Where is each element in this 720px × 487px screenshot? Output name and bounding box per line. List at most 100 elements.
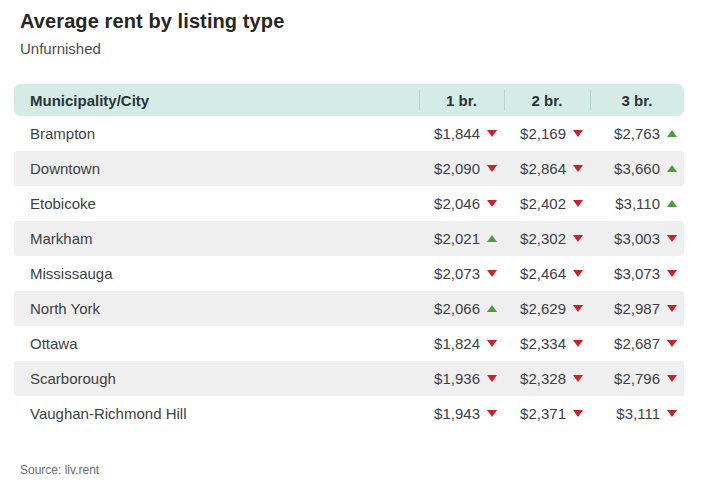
price-cell-2br: $2,169 <box>504 125 590 142</box>
price-value: $3,003 <box>614 230 660 247</box>
trend-down-icon <box>487 200 497 207</box>
price-value: $2,021 <box>434 230 480 247</box>
price-value: $2,090 <box>434 160 480 177</box>
trend-down-icon <box>487 340 497 347</box>
page-title: Average rent by listing type <box>20 10 700 33</box>
price-cell-3br: $2,796 <box>590 370 684 387</box>
table-row: Mississauga $2,073 $2,464 $3,073 <box>14 256 684 291</box>
price-cell-3br: $3,110 <box>590 195 684 212</box>
price-value: $3,660 <box>614 160 660 177</box>
price-cell-3br: $3,660 <box>590 160 684 177</box>
column-header-3br: 3 br. <box>590 84 684 116</box>
price-value: $1,844 <box>434 125 480 142</box>
price-value: $1,936 <box>434 370 480 387</box>
city-cell: Markham <box>14 230 419 247</box>
city-cell: Ottawa <box>14 335 419 352</box>
rent-table-graphic: Average rent by listing type Unfurnished… <box>0 10 720 487</box>
column-header-municipality: Municipality/City <box>14 92 419 109</box>
trend-down-icon <box>573 410 583 417</box>
price-value: $2,073 <box>434 265 480 282</box>
trend-down-icon <box>573 375 583 382</box>
table-row: Brampton $1,844 $2,169 $2,763 <box>14 116 684 151</box>
source-note: Source: liv.rent <box>20 463 99 477</box>
price-value: $2,334 <box>520 335 566 352</box>
trend-down-icon <box>573 305 583 312</box>
table-header-row: Municipality/City 1 br. 2 br. 3 br. <box>14 84 684 116</box>
price-value: $2,629 <box>520 300 566 317</box>
city-cell: Scarborough <box>14 370 419 387</box>
city-cell: Brampton <box>14 125 419 142</box>
table-row: Ottawa $1,824 $2,334 $2,687 <box>14 326 684 361</box>
price-cell-2br: $2,371 <box>504 405 590 422</box>
price-value: $2,169 <box>520 125 566 142</box>
price-value: $2,864 <box>520 160 566 177</box>
price-value: $2,066 <box>434 300 480 317</box>
price-value: $3,111 <box>616 405 660 422</box>
price-value: $2,687 <box>614 335 660 352</box>
trend-down-icon <box>667 410 677 417</box>
price-value: $2,371 <box>520 405 566 422</box>
trend-up-icon <box>667 200 677 207</box>
price-cell-3br: $3,073 <box>590 265 684 282</box>
price-cell-1br: $1,824 <box>419 335 504 352</box>
table-row: Downtown $2,090 $2,864 $3,660 <box>14 151 684 186</box>
price-cell-2br: $2,402 <box>504 195 590 212</box>
price-value: $2,464 <box>520 265 566 282</box>
table-row: North York $2,066 $2,629 $2,987 <box>14 291 684 326</box>
price-value: $2,302 <box>520 230 566 247</box>
price-value: $2,987 <box>614 300 660 317</box>
table-row: Markham $2,021 $2,302 $3,003 <box>14 221 684 256</box>
price-cell-3br: $2,987 <box>590 300 684 317</box>
price-cell-2br: $2,629 <box>504 300 590 317</box>
price-cell-2br: $2,864 <box>504 160 590 177</box>
price-value: $2,402 <box>520 195 566 212</box>
rent-table: Municipality/City 1 br. 2 br. 3 br. Bram… <box>14 84 684 431</box>
trend-down-icon <box>573 165 583 172</box>
trend-down-icon <box>573 235 583 242</box>
price-cell-1br: $2,021 <box>419 230 504 247</box>
price-cell-3br: $2,687 <box>590 335 684 352</box>
trend-down-icon <box>667 235 677 242</box>
trend-down-icon <box>573 130 583 137</box>
price-value: $3,073 <box>614 265 660 282</box>
price-cell-2br: $2,464 <box>504 265 590 282</box>
price-value: $2,763 <box>614 125 660 142</box>
trend-up-icon <box>667 130 677 137</box>
trend-down-icon <box>487 375 497 382</box>
price-cell-1br: $2,090 <box>419 160 504 177</box>
price-cell-2br: $2,334 <box>504 335 590 352</box>
trend-down-icon <box>487 270 497 277</box>
page-subtitle: Unfurnished <box>20 40 700 57</box>
price-cell-1br: $1,943 <box>419 405 504 422</box>
price-value: $3,110 <box>615 195 660 212</box>
price-cell-2br: $2,302 <box>504 230 590 247</box>
price-value: $2,046 <box>434 195 480 212</box>
price-cell-3br: $3,003 <box>590 230 684 247</box>
price-value: $2,328 <box>520 370 566 387</box>
table-row: Etobicoke $2,046 $2,402 $3,110 <box>14 186 684 221</box>
trend-down-icon <box>573 200 583 207</box>
trend-up-icon <box>487 305 497 312</box>
trend-down-icon <box>573 340 583 347</box>
trend-down-icon <box>487 410 497 417</box>
price-cell-1br: $2,073 <box>419 265 504 282</box>
city-cell: Vaughan-Richmond Hill <box>14 405 419 422</box>
trend-down-icon <box>573 270 583 277</box>
trend-down-icon <box>487 130 497 137</box>
city-cell: North York <box>14 300 419 317</box>
trend-down-icon <box>667 270 677 277</box>
table-body: Brampton $1,844 $2,169 $2,763 Downtown $… <box>14 116 684 431</box>
trend-down-icon <box>667 305 677 312</box>
trend-down-icon <box>487 165 497 172</box>
city-cell: Downtown <box>14 160 419 177</box>
trend-down-icon <box>667 340 677 347</box>
column-header-1br: 1 br. <box>419 84 504 116</box>
trend-up-icon <box>667 165 677 172</box>
table-row: Scarborough $1,936 $2,328 $2,796 <box>14 361 684 396</box>
column-header-2br: 2 br. <box>504 84 590 116</box>
trend-down-icon <box>667 375 677 382</box>
table-row: Vaughan-Richmond Hill $1,943 $2,371 $3,1… <box>14 396 684 431</box>
city-cell: Etobicoke <box>14 195 419 212</box>
trend-up-icon <box>487 235 497 242</box>
price-value: $1,943 <box>434 405 480 422</box>
